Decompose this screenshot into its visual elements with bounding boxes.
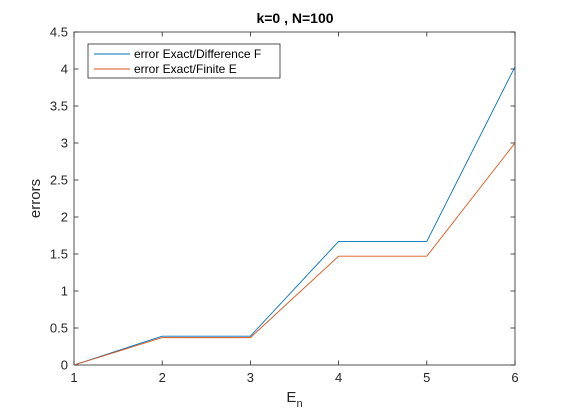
x-tick-label: 2 [159,370,166,385]
y-tick-label: 1 [61,284,68,299]
x-tick-label: 1 [70,370,77,385]
series-layer [73,66,516,366]
axes: 1 2 3 4 5 6 0 0.5 1 1.5 2 2.5 3 3.5 4 4.5 [50,25,519,386]
y-tick-label: 4 [61,62,68,77]
x-tick-label: 4 [335,370,342,385]
y-tick-label: 0 [61,358,68,373]
y-tick-label: 3.5 [50,99,68,114]
series-line-2 [73,142,516,366]
y-ticks: 0 0.5 1 1.5 2 2.5 3 3.5 4 4.5 [50,25,515,373]
legend-box [87,43,281,79]
legend-label-1: error Exact/Difference F [134,47,261,61]
x-axis-label-subscript: n [296,398,302,410]
x-tick-label: 6 [511,370,518,385]
y-axis-label: errors [27,179,44,218]
x-ticks: 1 2 3 4 5 6 [70,32,519,385]
y-tick-label: 4.5 [50,25,68,40]
plot-area [73,31,516,366]
y-tick-label: 0.5 [50,321,68,336]
x-axis-label: En [286,389,302,410]
y-tick-label: 1.5 [50,247,68,262]
x-tick-label: 3 [247,370,254,385]
y-tick-label: 3 [61,136,68,151]
y-tick-label: 2 [61,210,68,225]
series-line-1 [73,66,516,366]
chart-title: k=0 , N=100 [256,10,333,26]
y-tick-label: 2.5 [50,173,68,188]
legend-label-2: error Exact/Finite E [134,62,237,76]
x-axis-label-main: E [286,389,296,406]
x-tick-label: 5 [423,370,430,385]
